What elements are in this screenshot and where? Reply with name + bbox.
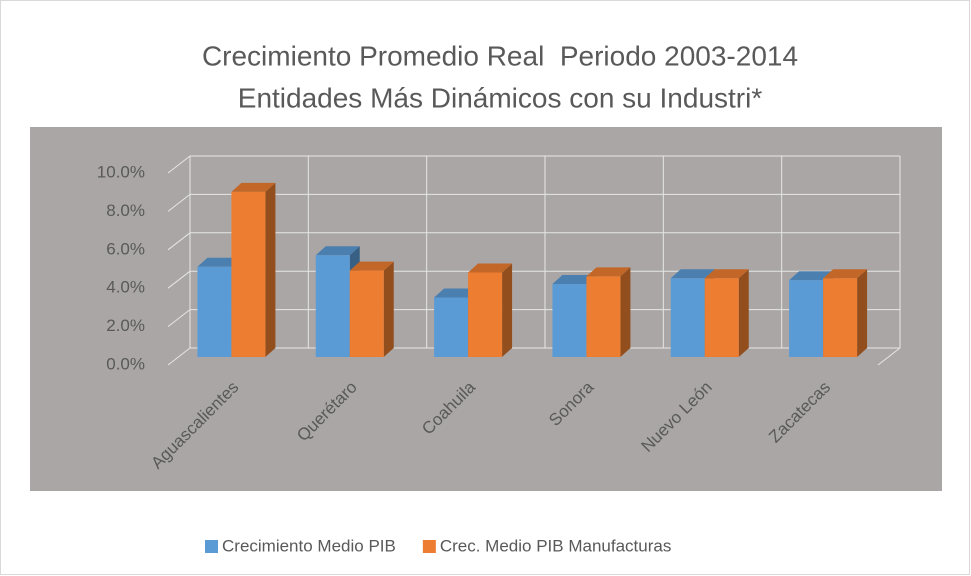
chart-title: Crecimiento Promedio Real Periodo 2003-2…: [202, 40, 798, 71]
bar-top: [349, 261, 394, 271]
bar-top: [586, 267, 631, 277]
bar-side: [620, 267, 631, 357]
bar: [704, 278, 739, 357]
y-tick-label: 4.0%: [106, 278, 145, 297]
bar-top: [315, 246, 360, 256]
legend-label: Crecimiento Medio PIB: [222, 536, 396, 555]
bar-top: [434, 288, 479, 298]
bar-side: [857, 269, 868, 357]
y-tick-label: 8.0%: [106, 201, 145, 220]
bar-top: [789, 271, 834, 281]
y-tick-label: 10.0%: [97, 162, 145, 181]
legend-label: Crec. Medio PIB Manufacturas: [440, 536, 671, 555]
y-tick-label: 6.0%: [106, 239, 145, 258]
grid-line-depth: [167, 194, 191, 212]
bar-top: [704, 269, 749, 279]
floor-line: [877, 347, 901, 366]
bar-top: [823, 269, 868, 279]
legend-swatch: [205, 540, 218, 553]
chart-subtitle: Entidades Más Dinámicos con su Industri*: [238, 82, 763, 113]
legend-swatch: [422, 540, 436, 553]
bar-top: [197, 257, 242, 267]
grid-line-depth: [167, 309, 191, 327]
bar: [552, 284, 587, 357]
bar: [349, 270, 384, 357]
bar-top: [552, 275, 597, 285]
bar: [197, 266, 232, 357]
y-tick-label: 2.0%: [106, 316, 145, 335]
bar: [468, 272, 503, 357]
grid-line-depth: [167, 347, 191, 366]
bar-side: [265, 182, 276, 357]
bar-top: [670, 269, 715, 279]
bar-top: [468, 263, 513, 273]
bar-top: [231, 182, 276, 192]
bar-side: [502, 263, 513, 357]
bar: [231, 191, 266, 357]
grid-line-depth: [167, 155, 191, 174]
bar: [586, 276, 621, 357]
bar: [670, 278, 705, 357]
bar: [789, 280, 824, 357]
bar: [823, 278, 858, 357]
bar: [434, 297, 469, 357]
y-tick-label: 0.0%: [106, 354, 145, 373]
bar: [315, 255, 350, 357]
bar-side: [383, 261, 394, 357]
grid-line-depth: [167, 232, 191, 251]
grid-line-depth: [167, 270, 191, 289]
bar-side: [738, 269, 749, 357]
